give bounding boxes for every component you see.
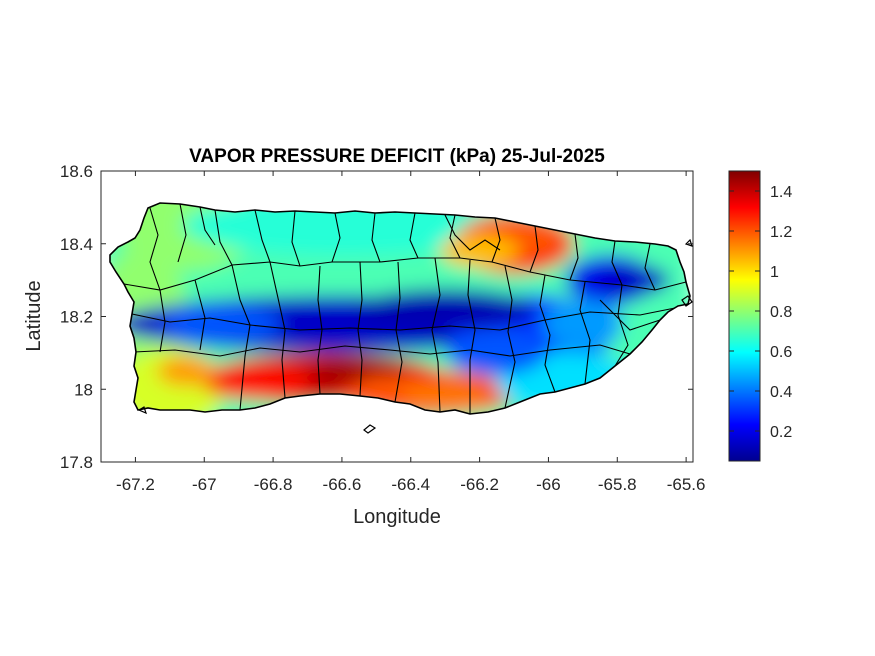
- x-axis-label: Longitude: [353, 506, 441, 528]
- plot-area: [100, 170, 694, 463]
- y-tick-label: 18: [74, 380, 93, 399]
- y-tick-label: 18.6: [60, 162, 93, 181]
- x-tick-label: -67: [192, 475, 217, 494]
- x-tick-label: -66.2: [460, 475, 499, 494]
- colorbar-tick-label: 0.2: [770, 424, 792, 441]
- y-tick-label: 17.8: [60, 453, 93, 472]
- x-axis: -67.2 -67 -66.8 -66.6 -66.4 -66.2 -66 -65.8 -65.…: [116, 171, 705, 494]
- y-axis-label: Latitude: [23, 280, 45, 351]
- x-tick-label: -66.8: [254, 475, 293, 494]
- colorbar-tick-label: 1.4: [770, 184, 792, 201]
- colorbar-tick-label: 0.6: [770, 344, 792, 361]
- island-outline: [109, 202, 691, 415]
- colorbar-tick-label: 1: [770, 264, 779, 281]
- colorbar-ramp: [728, 170, 761, 462]
- offshore-islets: [137, 238, 693, 434]
- x-tick-label: -66.6: [323, 475, 362, 494]
- colorbar-tick-label: 0.4: [770, 384, 792, 401]
- colorbar-tick-label: 1.2: [770, 224, 792, 241]
- x-tick-label: -67.2: [116, 475, 155, 494]
- chart-title: VAPOR PRESSURE DEFICIT (kPa) 25-Jul-2025: [189, 146, 605, 167]
- x-tick-label: -65.6: [667, 475, 706, 494]
- y-tick-label: 18.4: [60, 235, 93, 254]
- x-tick-label: -66: [536, 475, 561, 494]
- x-tick-label: -65.8: [598, 475, 637, 494]
- y-axis: 17.8 18 18.2 18.4 18.6: [60, 162, 693, 472]
- y-tick-label: 18.2: [60, 308, 93, 327]
- colorbar-ticks: 0.2 0.4 0.6 0.8 1 1.2 1.4: [729, 184, 792, 441]
- colorbar-tick-label: 0.8: [770, 304, 792, 321]
- municipality-boundaries: [123, 203, 687, 414]
- colorbar: 0.2 0.4 0.6 0.8 1 1.2 1.4: [728, 170, 792, 462]
- x-tick-label: -66.4: [391, 475, 430, 494]
